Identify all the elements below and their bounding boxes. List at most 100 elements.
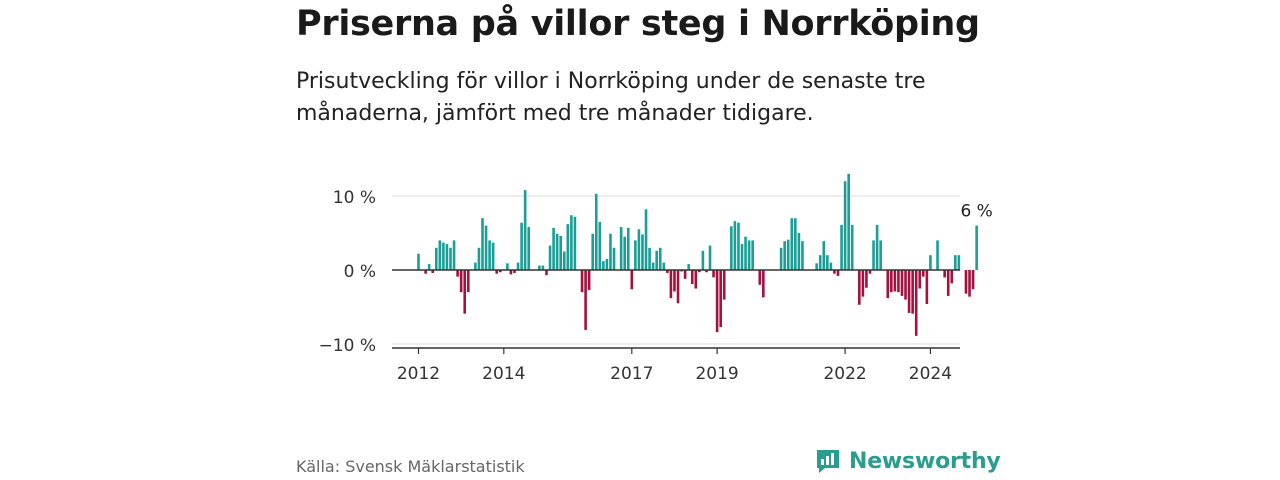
bar	[634, 240, 637, 270]
bar	[481, 218, 484, 270]
bar	[929, 255, 932, 270]
bar	[957, 255, 961, 270]
bar	[794, 218, 797, 270]
bar	[644, 209, 648, 270]
bar	[434, 247, 438, 270]
chart-title: Priserna på villor steg i Norrköping	[296, 4, 980, 44]
x-tick-label: 2024	[909, 364, 952, 384]
bar	[900, 270, 904, 296]
bar	[523, 190, 527, 270]
bar	[954, 255, 957, 270]
bar	[598, 221, 602, 270]
bar	[730, 226, 733, 270]
bar	[683, 270, 687, 279]
bar	[623, 236, 626, 270]
newsworthy-logo-icon	[817, 450, 839, 473]
bar	[442, 242, 445, 270]
chart-subtitle: Prisutveckling för villor i Norrköping u…	[296, 69, 926, 126]
bar	[890, 270, 893, 293]
bar	[747, 240, 751, 270]
bar	[872, 240, 875, 270]
bar	[911, 270, 914, 314]
bar	[904, 270, 907, 300]
bar	[861, 270, 865, 297]
bar	[570, 215, 573, 270]
bar	[818, 255, 822, 270]
bar	[527, 227, 531, 270]
bar	[580, 270, 584, 293]
bar	[495, 270, 499, 274]
bar	[449, 247, 452, 270]
bar	[946, 270, 950, 296]
bar	[666, 270, 669, 273]
bar	[850, 224, 854, 270]
bar	[858, 270, 861, 305]
bar	[964, 270, 968, 294]
bar	[548, 245, 552, 270]
bar	[786, 239, 790, 270]
bar	[694, 270, 698, 289]
bar	[893, 270, 897, 292]
bar	[676, 270, 680, 304]
bar	[744, 236, 747, 270]
brand-name: Newsworthy	[849, 448, 1001, 474]
x-tick-label: 2019	[695, 364, 738, 384]
bar	[466, 270, 470, 293]
bar	[790, 218, 794, 270]
bar	[651, 262, 655, 270]
bar	[698, 270, 701, 273]
bar	[655, 250, 658, 270]
bar	[452, 240, 456, 270]
bar	[427, 264, 431, 270]
bar	[914, 270, 918, 336]
bar	[456, 270, 459, 277]
bar	[545, 270, 548, 276]
bar	[879, 240, 882, 270]
bar	[637, 229, 641, 270]
bar	[513, 270, 516, 273]
x-tick-label: 2012	[397, 364, 440, 384]
bar	[918, 270, 922, 289]
bar	[445, 244, 449, 270]
bar	[658, 247, 662, 270]
bar	[950, 270, 954, 284]
bar	[758, 270, 762, 285]
bar	[491, 242, 495, 270]
bar	[687, 264, 690, 270]
bar	[829, 262, 833, 270]
bar	[520, 222, 523, 270]
bar	[417, 253, 420, 270]
bar	[591, 233, 594, 270]
bar	[897, 270, 900, 293]
bar	[826, 255, 829, 270]
bar	[594, 193, 598, 270]
bar	[801, 241, 804, 270]
bar	[922, 270, 925, 277]
bar	[641, 234, 644, 270]
bar	[865, 270, 868, 288]
bar	[886, 270, 890, 299]
bar	[587, 270, 591, 290]
bar	[840, 224, 843, 270]
bar	[733, 221, 737, 270]
bar	[907, 270, 911, 313]
bar	[559, 235, 562, 270]
bar	[488, 240, 491, 270]
bar	[566, 224, 570, 270]
bar	[431, 270, 435, 273]
bar	[662, 262, 666, 270]
bar	[477, 247, 481, 270]
bar	[509, 270, 513, 275]
bar	[619, 227, 623, 270]
y-tick-label: −10 %	[319, 336, 376, 356]
y-tick-label: 0 %	[344, 262, 376, 282]
bar	[722, 270, 726, 300]
bar	[836, 270, 840, 276]
bar	[562, 251, 566, 270]
bar	[968, 270, 971, 297]
bar	[762, 270, 765, 298]
bar	[701, 250, 705, 270]
bar	[719, 270, 722, 327]
last-value-annotation: 6 %	[960, 202, 992, 222]
bar	[538, 265, 541, 270]
